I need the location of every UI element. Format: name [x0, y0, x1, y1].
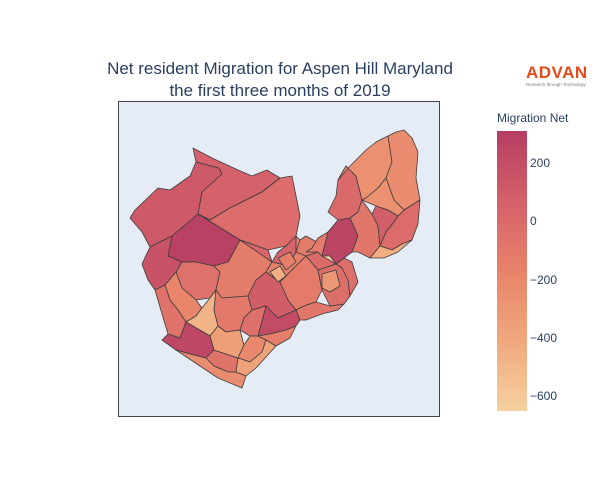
- map-region[interactable]: [269, 265, 287, 283]
- map-region[interactable]: [209, 325, 245, 359]
- map-title: Net resident Migration for Aspen Hill Ma…: [40, 58, 520, 102]
- title-line-1: Net resident Migration for Aspen Hill Ma…: [107, 59, 453, 78]
- colorbar-tick-label: −200: [530, 272, 558, 287]
- colorbar: [497, 131, 527, 411]
- map-region[interactable]: [277, 251, 297, 271]
- map-region[interactable]: [335, 257, 359, 297]
- colorbar-tick-label: 0: [530, 214, 537, 229]
- map-region[interactable]: [369, 239, 413, 259]
- colorbar-gradient: [497, 131, 527, 411]
- map-region[interactable]: [321, 269, 341, 293]
- logo-tagline: Research through Technology: [526, 82, 586, 87]
- map-region[interactable]: [305, 231, 329, 257]
- colorbar-tick-label: −400: [530, 331, 558, 346]
- choropleth-map[interactable]: [118, 101, 440, 418]
- colorbar-tick-label: 200: [530, 156, 551, 171]
- map-regions: [129, 129, 421, 389]
- map-region[interactable]: [175, 349, 247, 389]
- advan-logo: ADVAN Research through Technology: [526, 64, 594, 88]
- colorbar-title: Migration Net: [497, 111, 569, 125]
- map-region[interactable]: [279, 255, 323, 311]
- title-line-2: the first three months of 2019: [169, 81, 391, 100]
- colorbar-tick-label: −600: [530, 389, 558, 404]
- logo-wordmark: ADVAN: [526, 63, 588, 82]
- map-region[interactable]: [295, 301, 345, 321]
